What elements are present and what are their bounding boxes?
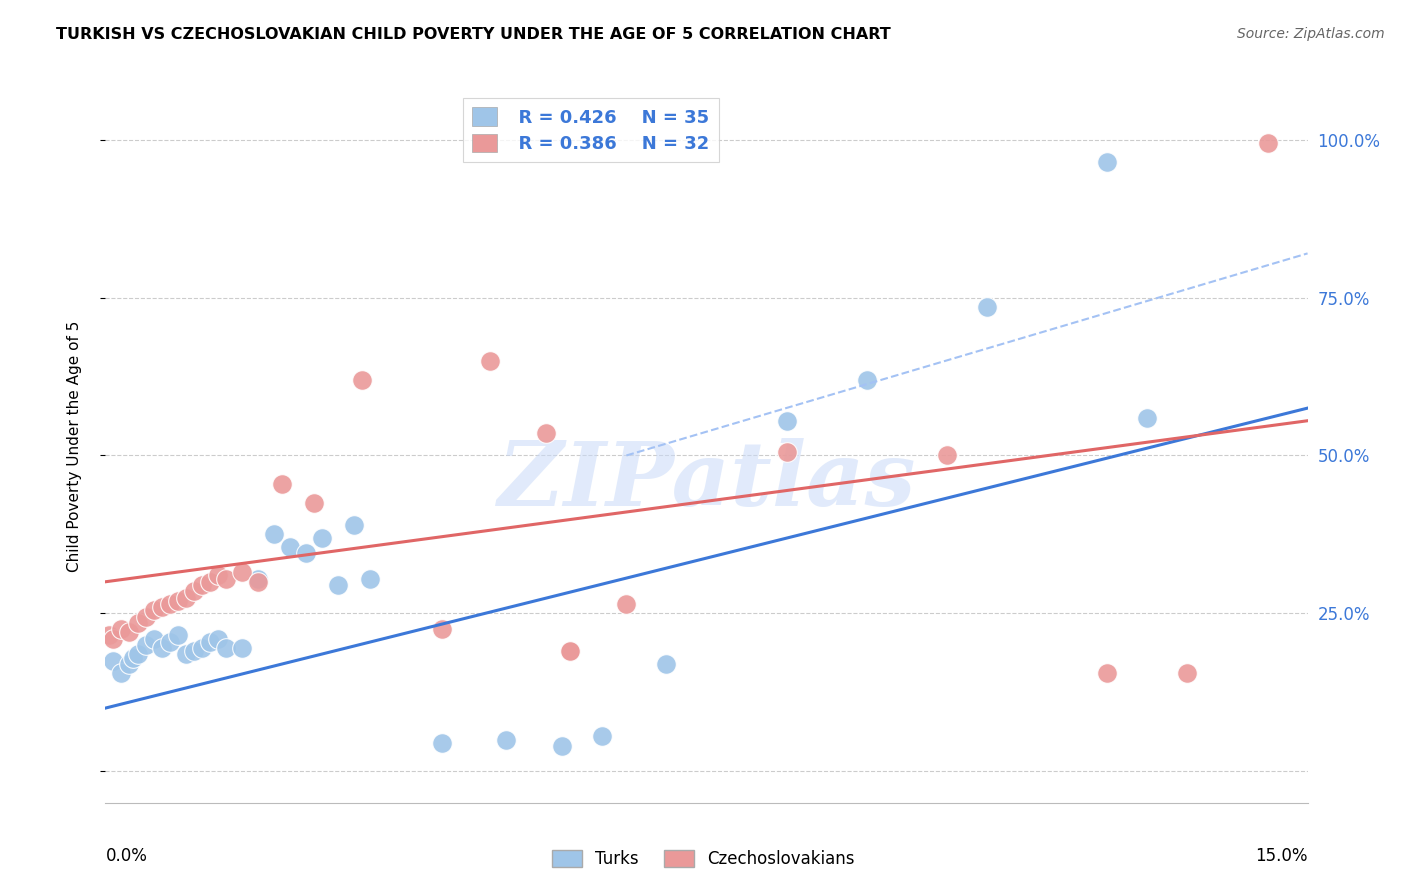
Point xyxy=(1097,666,1119,681)
Point xyxy=(430,622,453,636)
Point xyxy=(534,426,557,441)
Point xyxy=(103,654,125,668)
Legend:   R = 0.426    N = 35,   R = 0.386    N = 32: R = 0.426 N = 35, R = 0.386 N = 32 xyxy=(463,98,718,162)
Point xyxy=(174,648,197,662)
Point xyxy=(776,445,799,459)
Point xyxy=(98,628,121,642)
Point xyxy=(190,641,212,656)
Point xyxy=(551,739,574,753)
Point xyxy=(1177,666,1199,681)
Text: ZIPatlas: ZIPatlas xyxy=(498,439,915,524)
Point xyxy=(122,650,145,665)
Point xyxy=(326,578,349,592)
Point xyxy=(270,476,292,491)
Point xyxy=(174,591,197,605)
Point xyxy=(246,572,269,586)
Point xyxy=(343,517,366,532)
Point xyxy=(479,353,502,368)
Point xyxy=(110,622,132,636)
Text: 0.0%: 0.0% xyxy=(105,847,148,865)
Point xyxy=(1136,410,1159,425)
Point xyxy=(214,572,236,586)
Point xyxy=(246,574,269,589)
Point xyxy=(1257,136,1279,150)
Point xyxy=(110,666,132,681)
Point xyxy=(495,732,517,747)
Point xyxy=(198,574,221,589)
Point xyxy=(295,546,318,560)
Point xyxy=(103,632,125,646)
Point xyxy=(1097,154,1119,169)
Point xyxy=(591,730,613,744)
Text: Source: ZipAtlas.com: Source: ZipAtlas.com xyxy=(1237,27,1385,41)
Point xyxy=(207,632,229,646)
Point xyxy=(359,572,381,586)
Point xyxy=(231,566,253,580)
Point xyxy=(311,531,333,545)
Point xyxy=(231,641,253,656)
Text: TURKISH VS CZECHOSLOVAKIAN CHILD POVERTY UNDER THE AGE OF 5 CORRELATION CHART: TURKISH VS CZECHOSLOVAKIAN CHILD POVERTY… xyxy=(56,27,891,42)
Text: 15.0%: 15.0% xyxy=(1256,847,1308,865)
Point xyxy=(183,584,205,599)
Point xyxy=(183,644,205,658)
Point xyxy=(150,641,173,656)
Legend: Turks, Czechoslovakians: Turks, Czechoslovakians xyxy=(546,843,860,875)
Point xyxy=(127,648,149,662)
Point xyxy=(118,625,141,640)
Point xyxy=(207,568,229,582)
Point xyxy=(150,600,173,615)
Point xyxy=(159,597,181,611)
Point xyxy=(278,540,301,554)
Point xyxy=(976,300,998,314)
Point xyxy=(263,527,285,541)
Point xyxy=(616,597,638,611)
Point xyxy=(855,373,877,387)
Point xyxy=(166,593,188,607)
Point xyxy=(135,638,157,652)
Point xyxy=(214,641,236,656)
Point xyxy=(142,603,165,617)
Point xyxy=(655,657,678,671)
Point xyxy=(127,615,149,630)
Point xyxy=(135,609,157,624)
Point xyxy=(560,644,582,658)
Point xyxy=(430,736,453,750)
Point xyxy=(776,414,799,428)
Point xyxy=(350,373,373,387)
Point xyxy=(118,657,141,671)
Point xyxy=(936,449,959,463)
Point xyxy=(142,632,165,646)
Point xyxy=(190,578,212,592)
Point xyxy=(198,634,221,648)
Point xyxy=(560,644,582,658)
Y-axis label: Child Poverty Under the Age of 5: Child Poverty Under the Age of 5 xyxy=(67,320,82,572)
Point xyxy=(166,628,188,642)
Point xyxy=(159,634,181,648)
Point xyxy=(302,496,325,510)
